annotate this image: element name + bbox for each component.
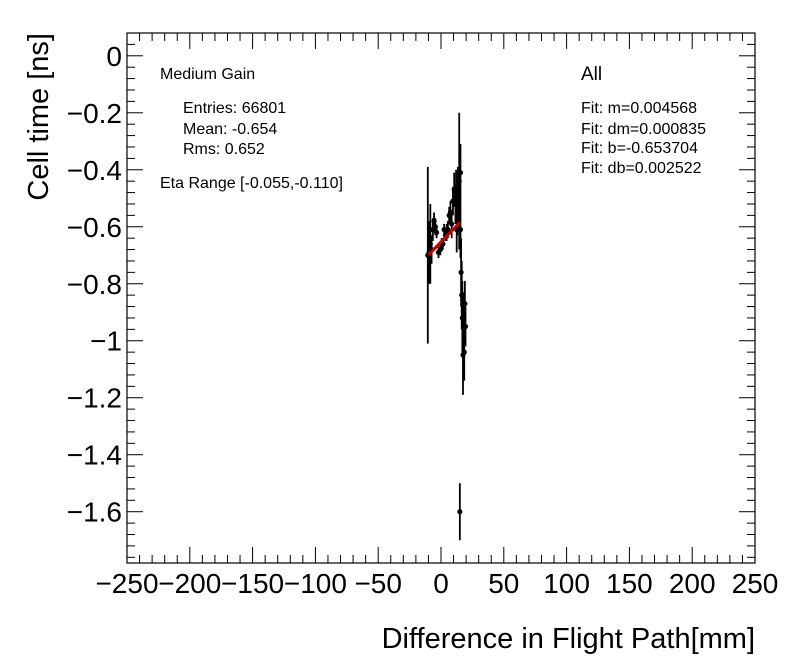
x-tick-label: 200 [669, 568, 716, 599]
y-tick-label: −1.6 [67, 497, 122, 528]
data-points [425, 170, 469, 515]
y-tick-label: −0.4 [67, 155, 122, 186]
rms-label: Rms: 0.652 [183, 141, 265, 158]
data-point [461, 349, 467, 355]
data-point [452, 201, 459, 207]
data-point [431, 218, 437, 224]
data-point [437, 246, 443, 253]
x-tick-label: −150 [221, 568, 284, 599]
data-point [457, 170, 464, 176]
x-tick-label: −200 [158, 568, 221, 599]
data-point [432, 224, 438, 230]
x-tick-label: 50 [488, 568, 519, 599]
data-point [459, 292, 465, 298]
data-point [445, 227, 451, 233]
data-point [457, 509, 463, 515]
x-tick-label: −250 [95, 568, 158, 599]
data-point [462, 323, 469, 330]
x-tick-label: −50 [354, 568, 402, 599]
fit-m-label: Fit: m=0.004568 [581, 100, 697, 117]
data-point [455, 192, 461, 199]
x-tick-label: 0 [433, 568, 449, 599]
data-point [456, 178, 462, 184]
mean-label: Mean: -0.654 [183, 121, 277, 138]
x-tick-label: 250 [732, 568, 779, 599]
fit-db-label: Fit: db=0.002522 [581, 160, 702, 177]
y-tick-label: −1.4 [67, 440, 122, 471]
selection-label: All [581, 64, 602, 85]
gain-label: Medium Gain [160, 66, 255, 83]
data-point [447, 209, 454, 216]
fit-b-label: Fit: b=-0.653704 [581, 140, 698, 157]
fit-dm-label: Fit: dm=0.000835 [581, 121, 706, 138]
x-tick-label: −100 [284, 568, 347, 599]
data-point [454, 209, 460, 216]
data-point [427, 241, 433, 247]
y-axis-label: Cell time [ns] [23, 33, 55, 201]
entries-label: Entries: 66801 [183, 100, 286, 117]
error-bars [426, 112, 467, 541]
data-point [453, 187, 459, 193]
y-tick-labels: 0 −0.2 −0.4 −0.6 −0.8 −1 −1.2 −1.4 −1.6 [67, 41, 122, 528]
data-point [462, 301, 468, 307]
data-point [457, 227, 464, 233]
x-tick-label: 100 [543, 568, 590, 599]
eta-range-label: Eta Range [-0.055,-0.110] [160, 175, 343, 192]
x-tick-labels: −250 −200 −150 −100 −50 0 50 100 150 200 250 [95, 568, 778, 599]
y-tick-label: −1.2 [67, 383, 122, 414]
y-tick-label: −1 [90, 326, 122, 357]
data-point [449, 221, 455, 227]
axis-ticks [126, 32, 756, 563]
x-tick-label: 150 [606, 568, 653, 599]
data-point [458, 269, 464, 275]
y-tick-label: −0.8 [67, 269, 122, 300]
y-tick-label: −0.6 [67, 212, 122, 243]
y-tick-label: −0.2 [67, 98, 122, 129]
data-point [459, 315, 465, 321]
x-axis-label: Difference in Flight Path[mm] [382, 623, 755, 655]
data-point [434, 229, 440, 236]
y-tick-label: 0 [106, 41, 122, 72]
fit-line [427, 221, 461, 257]
